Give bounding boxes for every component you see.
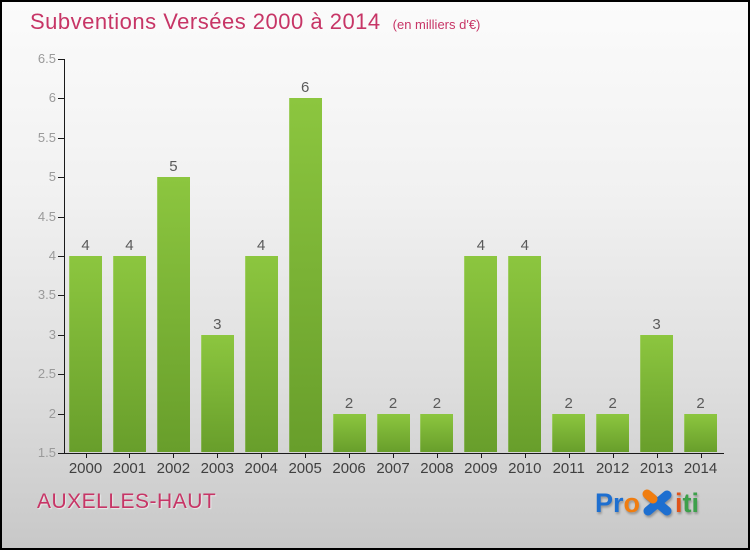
logo-letter: P [595,488,614,518]
bar-2009 [464,256,498,452]
bar-2003 [200,334,234,452]
bar-value-2011: 2 [564,394,573,412]
x-label-2003: 2003 [200,460,234,477]
logo-letter: r [613,488,624,518]
x-tick [217,454,219,458]
bar-2008 [420,413,454,452]
logo-letter: i [691,488,700,518]
y-tick-label: 2.5 [37,366,56,382]
y-tick [58,256,64,257]
bar-value-2000: 4 [81,237,90,254]
x-tick [524,454,526,458]
bar-value-2001: 4 [125,237,134,254]
x-tick [612,454,614,458]
x-label-2008: 2008 [420,460,454,477]
x-label-2013: 2013 [639,460,674,477]
bar-value-2014: 2 [696,394,705,412]
y-tick-label: 1.5 [37,445,56,460]
x-label-2009: 2009 [464,460,498,477]
bar-value-2008: 2 [432,394,442,412]
bar-value-2013: 3 [652,315,661,333]
chart-title: Subventions Versées 2000 à 2014 [30,9,381,34]
y-tick [58,98,64,100]
y-tick-label: 6.5 [37,51,56,66]
bar-value-2010: 4 [520,237,529,254]
x-label-2006: 2006 [332,460,366,477]
y-tick-label: 3.5 [37,287,56,303]
y-tick-label: 4.5 [37,208,56,224]
bar-2007 [376,413,410,452]
bar-2006 [332,413,366,452]
bar-value-2003: 3 [213,315,222,333]
x-tick [261,454,263,458]
x-label-2014: 2014 [683,460,718,477]
y-tick [58,216,64,218]
bar-2010 [508,256,542,452]
x-tick [349,454,351,458]
bar-2002 [156,177,190,452]
x-label-2005: 2005 [288,460,322,477]
logo-letter: i [675,488,683,518]
x-tick [700,454,702,458]
x-tick [173,454,175,458]
y-tick-label: 2 [48,405,56,421]
y-tick-label: 6 [48,90,56,106]
y-tick-label: 4 [48,248,56,263]
logo-letter: t [682,488,692,518]
x-tick [568,454,570,458]
bar-value-2006: 2 [344,394,354,412]
y-tick [58,177,64,179]
bar-value-2007: 2 [388,394,398,412]
bar-2012 [596,413,630,452]
bar-2001 [112,256,146,452]
y-tick-label: 3 [48,326,56,342]
y-tick [58,413,64,415]
x-tick [393,454,394,458]
x-tick [305,454,307,458]
bar-2014 [684,413,718,452]
x-tick [129,454,131,458]
bar-value-2002: 5 [169,158,178,176]
bar-value-2005: 6 [300,79,310,97]
x-label-2002: 2002 [156,460,191,477]
bar-2011 [552,413,586,452]
y-axis [64,59,65,454]
x-label-2000: 2000 [68,460,103,477]
x-tick [656,454,658,458]
y-tick [58,137,64,139]
y-tick [58,374,64,376]
bar-2004 [244,256,278,452]
bar-value-2012: 2 [608,394,617,412]
chart-header: Subventions Versées 2000 à 2014 (en mill… [30,9,480,35]
y-tick [58,59,64,60]
y-tick [58,295,64,297]
bar-2013 [640,334,674,452]
place-name: AUXELLES-HAUT [37,490,217,513]
bar-value-2004: 4 [257,237,266,254]
logo-letter: o [623,488,641,518]
x-tick [85,454,87,458]
bar-value-2009: 4 [476,237,486,254]
x-label-2004: 2004 [244,460,278,477]
bar-2000 [69,256,102,452]
y-tick [58,334,64,336]
chart-subtitle: (en milliers d'€) [392,17,481,32]
x-tick [480,454,482,458]
x-label-2010: 2010 [508,460,542,477]
logo-x-icon [642,489,672,516]
x-label-2011: 2011 [552,460,585,477]
x-label-2007: 2007 [376,460,410,477]
y-tick-label: 5 [48,169,56,185]
bar-2005 [288,98,322,452]
x-label-2001: 2001 [112,460,147,477]
x-axis [64,453,724,454]
x-label-2012: 2012 [595,460,630,477]
y-tick-label: 5.5 [37,129,56,145]
y-tick [58,453,64,454]
x-tick [436,454,438,458]
